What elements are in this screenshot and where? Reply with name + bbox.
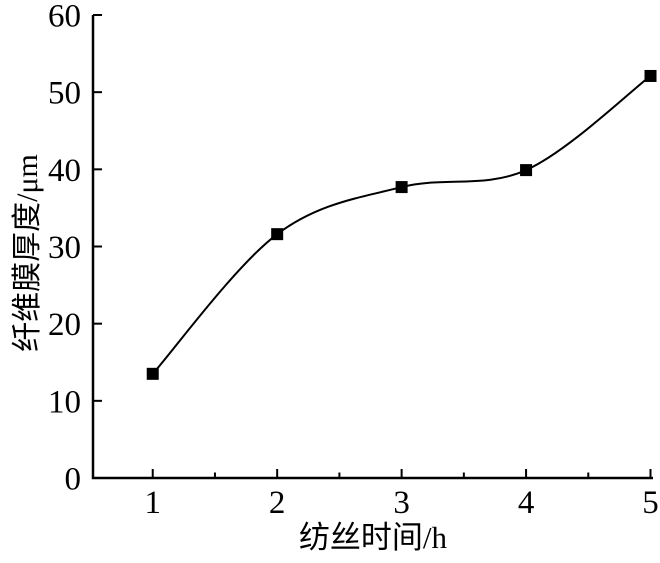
data-point-marker: [395, 181, 408, 194]
axis-ticks: [93, 14, 652, 479]
x-tick-label: 4: [518, 485, 535, 521]
y-tick-label: 10: [48, 384, 81, 420]
x-tick-label: 5: [642, 485, 659, 521]
data-point-markers: [146, 69, 657, 380]
y-tick-label: 20: [48, 307, 81, 343]
y-tick-label: 60: [48, 0, 81, 35]
data-point-marker: [271, 228, 284, 241]
x-tick-labels: 1 2 3 4 5: [144, 485, 658, 521]
axis-spines: [91, 15, 653, 480]
x-tick-label: 3: [393, 485, 410, 521]
y-tick-label: 50: [48, 76, 81, 112]
axes: [91, 15, 653, 480]
y-tick-label: 30: [48, 230, 81, 266]
y-tick-labels: 0 10 20 30 40 50 60: [48, 0, 81, 498]
data-series-curve: [151, 75, 652, 375]
data-point-marker: [520, 164, 533, 177]
y-tick-label: 0: [65, 462, 82, 498]
x-axis-title: 纺丝时间/h: [299, 520, 448, 555]
x-tick-label: 1: [144, 485, 161, 521]
x-tick-label: 2: [269, 485, 286, 521]
data-point-marker: [146, 367, 159, 380]
y-axis-title: 纤维膜厚度/μm: [11, 154, 44, 352]
y-tick-label: 40: [48, 153, 81, 189]
data-point-marker: [644, 69, 657, 82]
